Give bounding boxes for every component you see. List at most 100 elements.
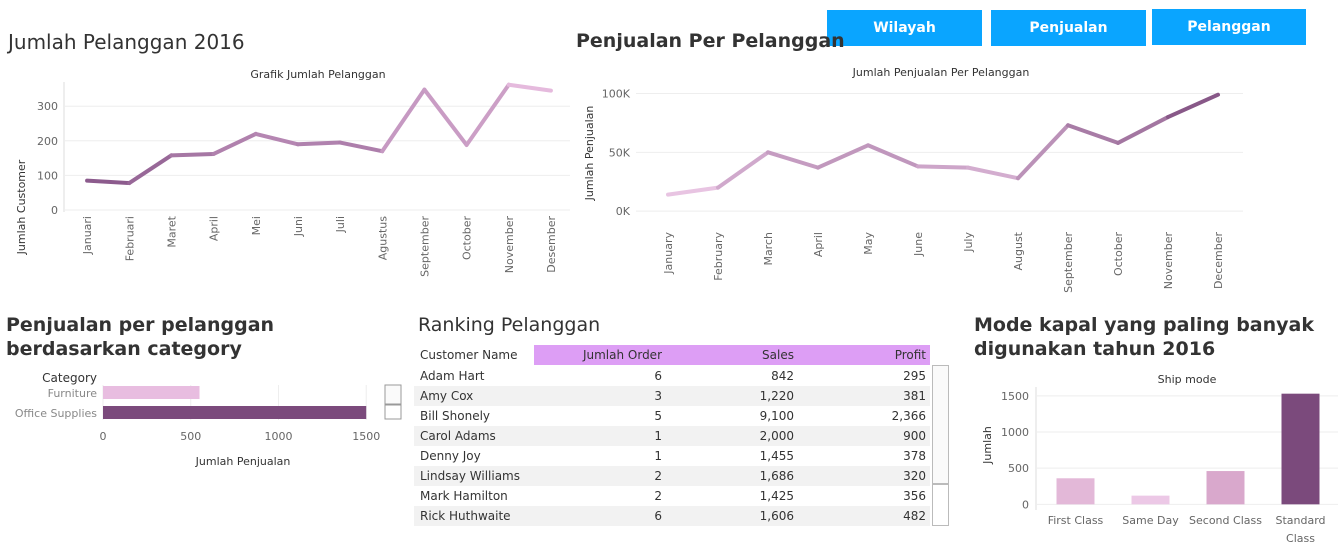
nav-button-pelanggan[interactable]: Pelanggan xyxy=(1152,9,1306,45)
x-tick-label: Standard xyxy=(1275,514,1325,527)
line-segment[interactable] xyxy=(866,143,920,169)
panel-title-category-line1: Penjualan per pelanggan xyxy=(6,314,275,336)
line-segment[interactable] xyxy=(464,82,511,147)
line-segment[interactable] xyxy=(506,82,553,93)
line-segment[interactable] xyxy=(253,131,300,147)
y-axis-label: Jumlah xyxy=(981,426,994,465)
line-segment[interactable] xyxy=(295,140,343,147)
line-segment[interactable] xyxy=(766,150,820,170)
cell-customer-name: Carol Adams xyxy=(420,429,496,443)
table-row[interactable]: Lindsay Williams 2 1,686 320 xyxy=(414,466,930,486)
x-tick-label: Juli xyxy=(334,216,347,233)
cell-customer-name: Amy Cox xyxy=(420,389,474,403)
x-tick-label: October xyxy=(461,216,474,260)
x-tick-label: June xyxy=(912,232,925,257)
y-tick-label: 100 xyxy=(37,169,58,182)
table-row[interactable]: Rick Huthwaite 6 1,606 482 xyxy=(414,506,930,526)
col-header-profit[interactable]: Profit xyxy=(794,345,930,365)
panel-title-category-line2: berdasarkan category xyxy=(6,338,242,360)
bar[interactable] xyxy=(1206,471,1245,505)
cell-customer-name: Lindsay Williams xyxy=(420,469,520,483)
cell-jumlah-order: 5 xyxy=(654,409,662,423)
line-segment[interactable] xyxy=(916,164,970,170)
col-header-customer-name[interactable]: Customer Name xyxy=(414,345,534,365)
table-row[interactable]: Bill Shonely 5 9,100 2,366 xyxy=(414,406,930,426)
x-tick-label: January xyxy=(662,232,675,275)
x-tick-label: May xyxy=(862,232,875,255)
scrollbar-up[interactable] xyxy=(384,384,402,405)
scrollbar-thumb[interactable] xyxy=(384,404,402,420)
line-segment[interactable] xyxy=(127,153,174,186)
x-tick-label: September xyxy=(418,216,431,277)
line-segment[interactable] xyxy=(169,151,216,158)
x-tick-label: November xyxy=(503,216,516,274)
table-row[interactable]: Denny Joy 1 1,455 378 xyxy=(414,446,930,466)
cell-jumlah-order: 2 xyxy=(654,469,662,483)
col-header-sales[interactable]: Sales xyxy=(662,345,794,365)
x-axis-label: Jumlah Penjualan xyxy=(195,455,291,468)
x-tick-label: Agustus xyxy=(376,216,389,260)
cell-jumlah-order: 6 xyxy=(654,509,662,523)
cell-profit: 381 xyxy=(903,389,926,403)
line-segment[interactable] xyxy=(1116,115,1170,145)
cell-sales: 1,686 xyxy=(759,469,794,483)
line-segment[interactable] xyxy=(380,87,427,154)
panel-title-ranking: Ranking Pelanggan xyxy=(418,314,601,336)
table-row[interactable]: Amy Cox 3 1,220 381 xyxy=(414,386,930,406)
cell-customer-name: Bill Shonely xyxy=(420,409,491,423)
line-segment[interactable] xyxy=(1166,92,1220,120)
line-segment[interactable] xyxy=(816,143,870,170)
table-row[interactable]: Carol Adams 1 2,000 900 xyxy=(414,426,930,446)
cell-jumlah-order: 1 xyxy=(654,429,662,443)
x-tick-label: March xyxy=(762,232,775,266)
x-tick-label: 1000 xyxy=(264,430,292,443)
bar[interactable] xyxy=(103,406,367,419)
y-tick-label: 1500 xyxy=(1001,390,1029,403)
category-header: Category xyxy=(42,371,97,385)
cell-profit: 320 xyxy=(903,469,926,483)
x-tick-label: December xyxy=(1212,232,1225,290)
line-segment[interactable] xyxy=(211,131,258,156)
category-label: Furniture xyxy=(48,387,98,400)
x-tick-label: October xyxy=(1112,232,1125,276)
cell-sales: 1,220 xyxy=(759,389,794,403)
bar[interactable] xyxy=(1056,478,1095,505)
y-tick-label: 200 xyxy=(37,135,58,148)
nav-button-penjualan[interactable]: Penjualan xyxy=(991,10,1146,46)
bar[interactable] xyxy=(103,386,200,399)
line-segment[interactable] xyxy=(1066,123,1120,145)
table-row[interactable]: Mark Hamilton 2 1,425 356 xyxy=(414,486,930,506)
line-segment[interactable] xyxy=(716,150,770,190)
cell-jumlah-order: 6 xyxy=(654,369,662,383)
cell-customer-name: Adam Hart xyxy=(420,369,485,383)
x-tick-label: Februari xyxy=(123,216,136,261)
cell-profit: 378 xyxy=(903,449,926,463)
col-header-jumlah-order[interactable]: Jumlah Order xyxy=(534,345,662,365)
table-row[interactable]: Adam Hart 6 842 295 xyxy=(414,366,930,386)
line-segment[interactable] xyxy=(1016,123,1070,181)
line-segment[interactable] xyxy=(338,140,385,154)
bar[interactable] xyxy=(1131,495,1170,505)
y-tick-label: 100K xyxy=(602,88,631,101)
bar[interactable] xyxy=(1281,393,1320,505)
table-scrollbar-track[interactable] xyxy=(932,365,949,484)
chart-jumlah-pelanggan: Grafik Jumlah Pelanggan Jumlah Customer … xyxy=(15,68,570,277)
x-tick-label: April xyxy=(812,232,825,257)
panel-title-jumlah-pelanggan: Jumlah Pelanggan 2016 xyxy=(8,30,245,54)
x-tick-label: Same Day xyxy=(1122,514,1179,527)
line-segment[interactable] xyxy=(85,178,132,186)
chart-title: Grafik Jumlah Pelanggan xyxy=(250,68,385,81)
y-tick-label: 300 xyxy=(37,100,58,113)
table-scrollbar-thumb[interactable] xyxy=(932,484,949,526)
panel-title-ship-mode-line2: digunakan tahun 2016 xyxy=(974,338,1216,360)
x-tick-label: Mei xyxy=(250,216,263,235)
line-segment[interactable] xyxy=(666,185,720,197)
x-tick-label: First Class xyxy=(1048,514,1104,527)
line-segment[interactable] xyxy=(422,87,469,147)
x-tick-label: February xyxy=(712,232,725,281)
cell-sales: 9,100 xyxy=(759,409,794,423)
line-segment[interactable] xyxy=(966,165,1020,181)
x-tick-label: Juni xyxy=(292,216,305,237)
nav-button-wilayah[interactable]: Wilayah xyxy=(827,10,982,46)
chart-category-sales: Category Furniture Office Supplies 0 500 10… xyxy=(15,371,402,468)
